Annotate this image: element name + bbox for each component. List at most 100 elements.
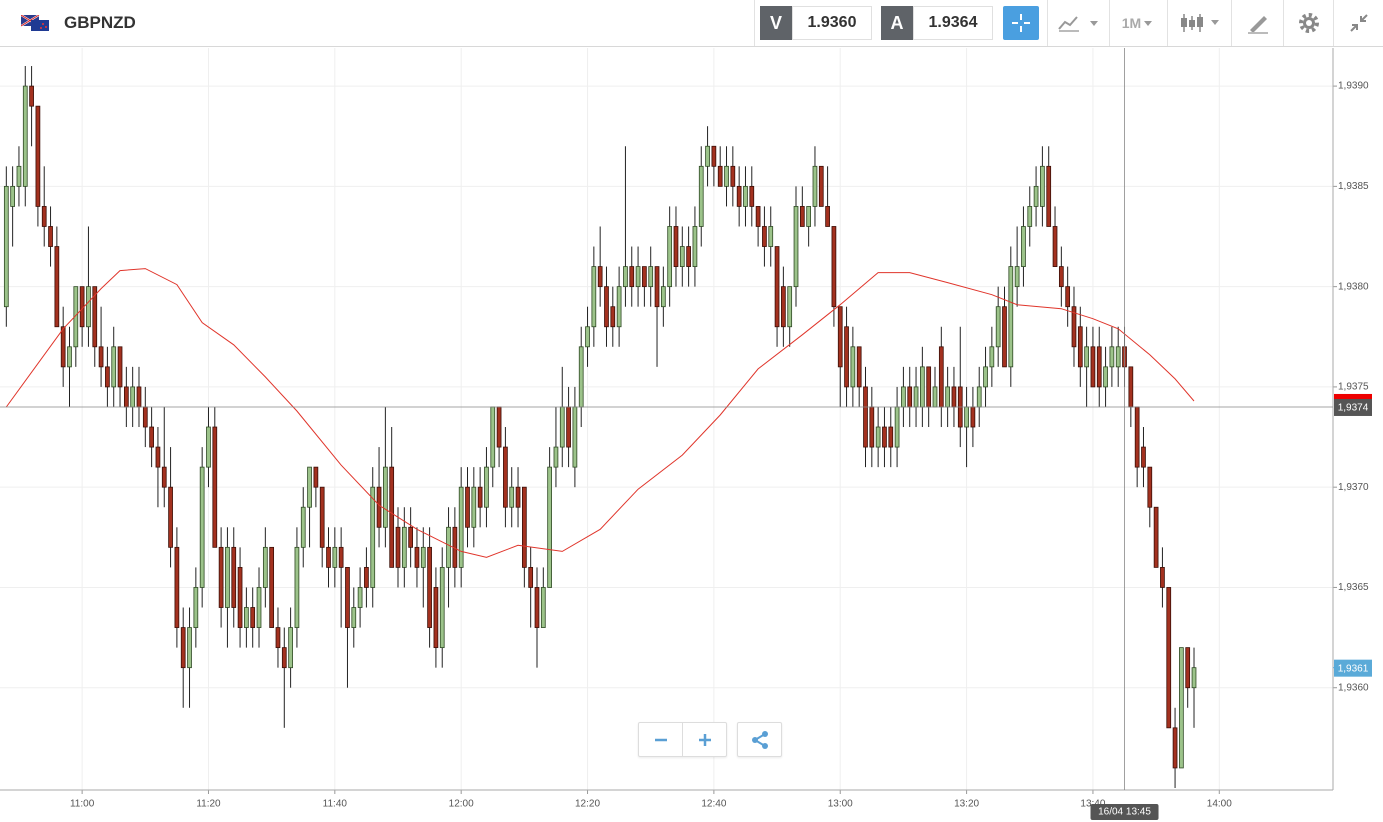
- candle-body: [1033, 185, 1039, 207]
- candle-body: [29, 85, 34, 107]
- buy-price[interactable]: 1.9364: [913, 6, 993, 40]
- candle-body: [180, 627, 186, 669]
- candle-body: [496, 406, 502, 448]
- candle-body: [1052, 226, 1058, 267]
- candle-body: [831, 226, 837, 308]
- candle-body: [1090, 346, 1096, 388]
- candle-body: [1096, 346, 1102, 388]
- candle-body: [237, 567, 243, 628]
- candle-body: [547, 466, 552, 588]
- candle-body: [692, 226, 698, 267]
- candle-body: [654, 266, 660, 308]
- candle-body: [711, 145, 717, 167]
- candle-body: [414, 546, 420, 568]
- collapse-button[interactable]: [1333, 0, 1383, 46]
- candle-body: [1141, 446, 1146, 468]
- x-tick-label: 11:40: [323, 799, 348, 810]
- zoom-out-button[interactable]: [639, 723, 682, 756]
- candle-body: [60, 326, 66, 368]
- plot-area: [0, 48, 1333, 790]
- candle-body: [698, 165, 704, 227]
- moving-average: [5, 268, 1195, 558]
- candle-body: [458, 486, 464, 568]
- candle-body: [73, 286, 79, 348]
- toolbar: GBPNZD V 1.9360 A 1.9364 1M: [0, 0, 1383, 47]
- candle-body: [433, 587, 439, 649]
- candle-body: [913, 386, 919, 408]
- candle-body: [837, 306, 843, 368]
- candle-type-button[interactable]: [1167, 0, 1231, 46]
- candle-body: [244, 607, 249, 628]
- candle-body: [199, 466, 205, 588]
- sell-price[interactable]: 1.9360: [792, 6, 872, 40]
- candle-body: [597, 266, 603, 288]
- candle-body: [799, 206, 805, 227]
- sell-label[interactable]: V: [760, 6, 792, 40]
- candle-body: [736, 185, 742, 207]
- candle-body: [724, 165, 729, 187]
- last-price-tag: [1334, 659, 1372, 677]
- candle-body: [989, 346, 995, 368]
- candle-body: [1027, 206, 1033, 227]
- candle-body: [408, 526, 413, 548]
- candle-body: [983, 366, 988, 388]
- candle-body: [490, 406, 496, 468]
- share-button[interactable]: [738, 723, 781, 756]
- candle-body: [1160, 567, 1165, 588]
- candle-body: [401, 526, 407, 568]
- candle-body: [345, 567, 350, 628]
- candle-body: [610, 306, 616, 328]
- candle-body: [231, 546, 237, 608]
- candle-body: [572, 406, 578, 468]
- candle-body: [1179, 647, 1184, 769]
- settings-button[interactable]: [1283, 0, 1333, 46]
- flag-icon: [20, 0, 50, 46]
- candle-body: [395, 526, 401, 568]
- zoom-in-button[interactable]: [682, 723, 726, 756]
- candle-body: [1046, 165, 1052, 227]
- candle-body: [218, 546, 224, 608]
- timeframe-button[interactable]: 1M: [1109, 0, 1167, 46]
- candle-body: [1077, 326, 1083, 368]
- candle-body: [642, 266, 647, 288]
- x-tick-label: 14:00: [1207, 799, 1232, 810]
- separator: [754, 0, 755, 46]
- y-tick-label: 1,9390: [1338, 81, 1369, 92]
- candle-body: [86, 286, 91, 328]
- candle-body: [22, 85, 28, 187]
- candle-body: [585, 326, 590, 348]
- candle-body: [307, 466, 312, 508]
- candle-body: [521, 486, 527, 568]
- candle-body: [364, 567, 369, 588]
- candle-body: [964, 406, 969, 428]
- crosshair-button[interactable]: [1003, 6, 1039, 40]
- candle-body: [825, 206, 830, 227]
- candle-body: [300, 506, 306, 548]
- candle-body: [730, 165, 736, 187]
- candle-body: [35, 105, 41, 207]
- candle-body: [3, 185, 9, 308]
- chart-type-button[interactable]: [1047, 0, 1109, 46]
- candle-body: [275, 627, 281, 649]
- candle-body: [976, 386, 982, 408]
- candle-body: [616, 286, 622, 328]
- last-price-label: 1,9361: [1338, 663, 1369, 674]
- candle-body: [1021, 226, 1026, 267]
- candle-body: [269, 546, 275, 628]
- y-tick-label: 1,9360: [1338, 682, 1369, 693]
- candle-body: [515, 486, 521, 508]
- candle-body: [351, 607, 357, 628]
- candle-body: [995, 306, 1001, 348]
- candle-body: [117, 346, 123, 388]
- candle-body: [1014, 266, 1020, 288]
- crosshair-time-tag: [1090, 804, 1159, 820]
- y-tick-label: 1,9385: [1338, 181, 1369, 192]
- candle-body: [332, 546, 338, 568]
- buy-label[interactable]: A: [881, 6, 913, 40]
- candle-body: [383, 466, 388, 528]
- candle-body: [534, 587, 540, 628]
- candle-body: [256, 587, 262, 628]
- crosshair-price-label: 1,9374: [1338, 403, 1369, 414]
- draw-button[interactable]: [1231, 0, 1283, 46]
